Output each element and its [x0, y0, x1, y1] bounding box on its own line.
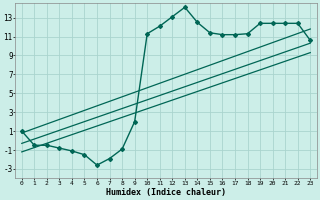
X-axis label: Humidex (Indice chaleur): Humidex (Indice chaleur) — [106, 188, 226, 197]
